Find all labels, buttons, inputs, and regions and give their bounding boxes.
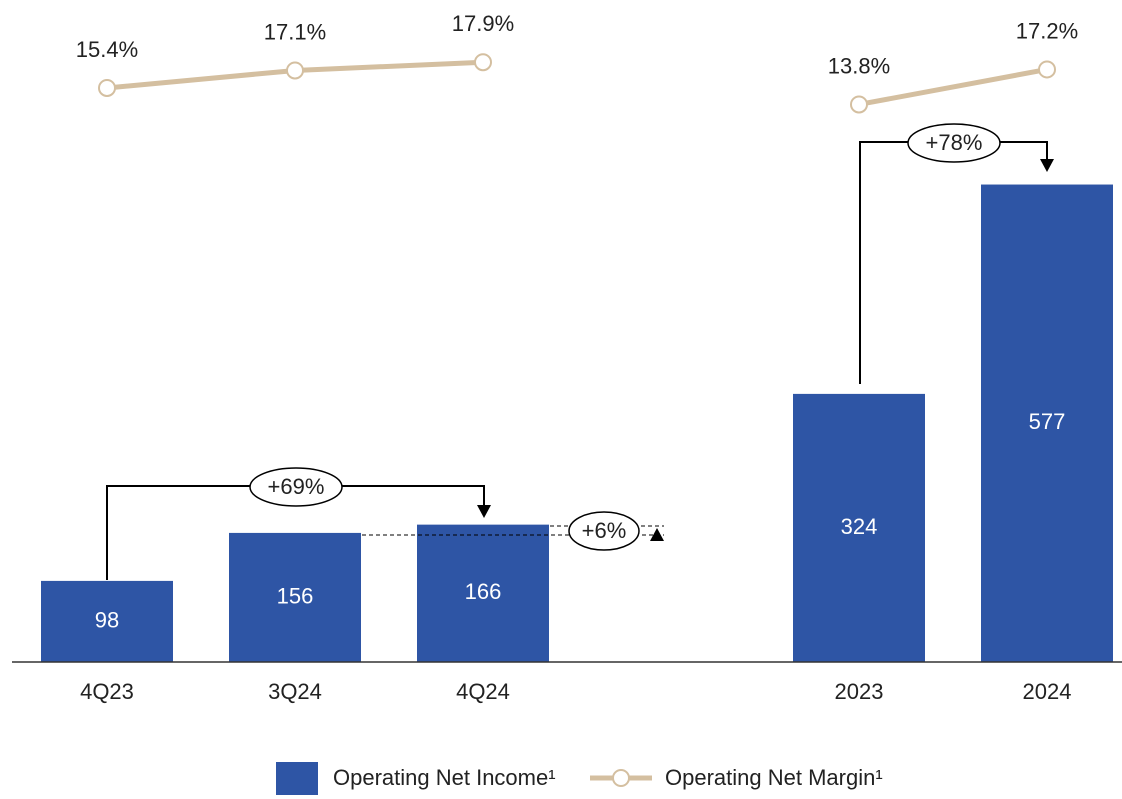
margin-label: 17.9% bbox=[452, 11, 514, 36]
arrowhead bbox=[1040, 159, 1054, 172]
arrowhead bbox=[650, 528, 664, 541]
annotation-text: +69% bbox=[268, 474, 325, 499]
x-tick-label: 2024 bbox=[1023, 679, 1072, 704]
x-tick-label: 4Q23 bbox=[80, 679, 134, 704]
bar bbox=[981, 184, 1113, 662]
legend-marker bbox=[612, 769, 630, 787]
bar bbox=[793, 393, 925, 662]
legend: Operating Net Income¹ Operating Net Margi… bbox=[276, 762, 883, 795]
legend-label: Operating Net Income¹ bbox=[333, 765, 556, 790]
growth-annotation: +6% bbox=[362, 511, 664, 551]
bar-label: 577 bbox=[1029, 409, 1066, 434]
growth-annotation: +69% bbox=[106, 467, 491, 580]
margin-label: 13.8% bbox=[828, 53, 890, 78]
margin-point bbox=[286, 61, 304, 80]
badge bbox=[907, 123, 1001, 163]
margin-label: 17.1% bbox=[264, 19, 326, 44]
margin-point bbox=[1038, 60, 1056, 79]
x-tick-label: 4Q24 bbox=[456, 679, 510, 704]
margin-label: 17.2% bbox=[1016, 18, 1078, 43]
margin-point bbox=[98, 78, 116, 97]
x-tick-label: 3Q24 bbox=[268, 679, 322, 704]
bar bbox=[229, 532, 361, 662]
bar-label: 166 bbox=[465, 579, 502, 604]
margin-point bbox=[474, 53, 492, 72]
annotation-text: +78% bbox=[926, 130, 983, 155]
bar bbox=[417, 524, 549, 662]
bar bbox=[41, 580, 173, 662]
bars: 98 156 166 324 577 bbox=[41, 184, 1113, 662]
x-tick-label: 2023 bbox=[835, 679, 884, 704]
legend-swatch bbox=[276, 762, 318, 795]
arrowhead bbox=[477, 505, 491, 518]
margin-line bbox=[858, 66, 1048, 107]
margin-point bbox=[850, 95, 868, 114]
bar-label: 324 bbox=[841, 514, 878, 539]
bar-label: 156 bbox=[277, 583, 314, 608]
bar-label: 98 bbox=[95, 607, 119, 632]
annotation-text: +6% bbox=[582, 518, 627, 543]
legend-label: Operating Net Margin¹ bbox=[665, 765, 883, 790]
growth-annotation: +78% bbox=[859, 123, 1054, 384]
badge bbox=[568, 511, 640, 551]
margin-label: 15.4% bbox=[76, 37, 138, 62]
badge bbox=[249, 467, 343, 507]
